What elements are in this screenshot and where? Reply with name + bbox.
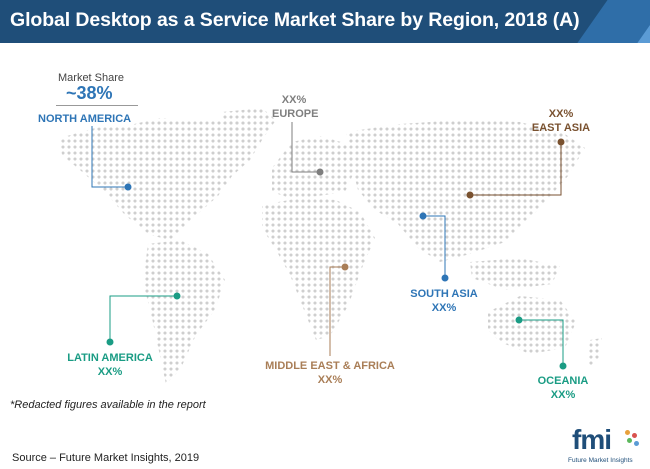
leader-east-asia bbox=[466, 138, 565, 199]
region-oceania: OCEANIA XX% bbox=[533, 374, 593, 402]
region-south-asia: SOUTH ASIA XX% bbox=[408, 287, 480, 315]
leader-oceania bbox=[515, 316, 567, 370]
title-bar: Global Desktop as a Service Market Share… bbox=[0, 0, 650, 43]
market-share-value: ~38% bbox=[66, 83, 113, 103]
logo-text: fmi bbox=[572, 424, 612, 455]
continent-dots bbox=[60, 108, 602, 384]
leader-europe bbox=[291, 122, 324, 176]
region-latin-america: LATIN AMERICA XX% bbox=[64, 351, 156, 379]
continent-se-asia bbox=[470, 258, 560, 290]
region-value: XX% bbox=[431, 302, 457, 314]
region-name: EUROPE bbox=[272, 108, 319, 120]
continent-europe bbox=[272, 136, 356, 198]
source-text: Source – Future Market Insights, 2019 bbox=[12, 452, 200, 464]
market-share-label: Market Share bbox=[58, 72, 125, 84]
continent-south-america bbox=[143, 240, 225, 384]
region-name: MIDDLE EAST & AFRICA bbox=[265, 360, 395, 372]
continent-new-zealand bbox=[588, 338, 602, 368]
page-title: Global Desktop as a Service Market Share… bbox=[10, 9, 580, 31]
region-value: XX% bbox=[97, 366, 123, 378]
region-value: XX% bbox=[548, 108, 574, 120]
continent-north-america bbox=[60, 118, 262, 240]
leader-south-asia bbox=[419, 212, 449, 282]
logo-dots-icon bbox=[625, 430, 641, 450]
region-name: EAST ASIA bbox=[531, 122, 591, 134]
region-name: NORTH AMERICA bbox=[38, 113, 132, 125]
region-east-asia: XX% EAST ASIA bbox=[520, 107, 602, 135]
region-name: LATIN AMERICA bbox=[67, 352, 153, 364]
leader-north-america bbox=[91, 126, 132, 191]
leader-latin-america bbox=[106, 292, 181, 346]
leader-middle-east-africa bbox=[329, 263, 349, 356]
fmi-logo: fmi Future Market Insights bbox=[568, 424, 641, 466]
continent-greenland bbox=[222, 108, 276, 140]
logo-subtitle: Future Market Insights bbox=[568, 457, 633, 464]
region-value: XX% bbox=[317, 374, 343, 386]
region-name: SOUTH ASIA bbox=[410, 288, 478, 300]
continent-australia bbox=[488, 296, 576, 354]
region-name: OCEANIA bbox=[537, 375, 589, 387]
redacted-note: *Redacted figures available in the repor… bbox=[10, 399, 206, 411]
market-share-divider bbox=[56, 105, 138, 106]
region-europe: XX% EUROPE bbox=[272, 93, 319, 121]
region-value: XX% bbox=[281, 94, 307, 106]
continent-asia bbox=[346, 120, 585, 262]
region-value: XX% bbox=[550, 389, 576, 401]
continent-africa bbox=[262, 198, 375, 340]
region-north-america: NORTH AMERICA bbox=[38, 112, 131, 126]
region-middle-east-africa: MIDDLE EAST & AFRICA XX% bbox=[262, 359, 398, 387]
